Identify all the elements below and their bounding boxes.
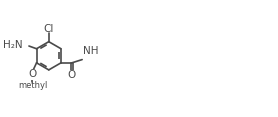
- Text: methyl: methyl: [18, 81, 47, 90]
- Text: O: O: [68, 70, 76, 80]
- Text: H₂N: H₂N: [3, 40, 23, 50]
- Text: NH: NH: [83, 46, 99, 56]
- Text: Cl: Cl: [44, 24, 54, 35]
- Text: O: O: [28, 69, 37, 79]
